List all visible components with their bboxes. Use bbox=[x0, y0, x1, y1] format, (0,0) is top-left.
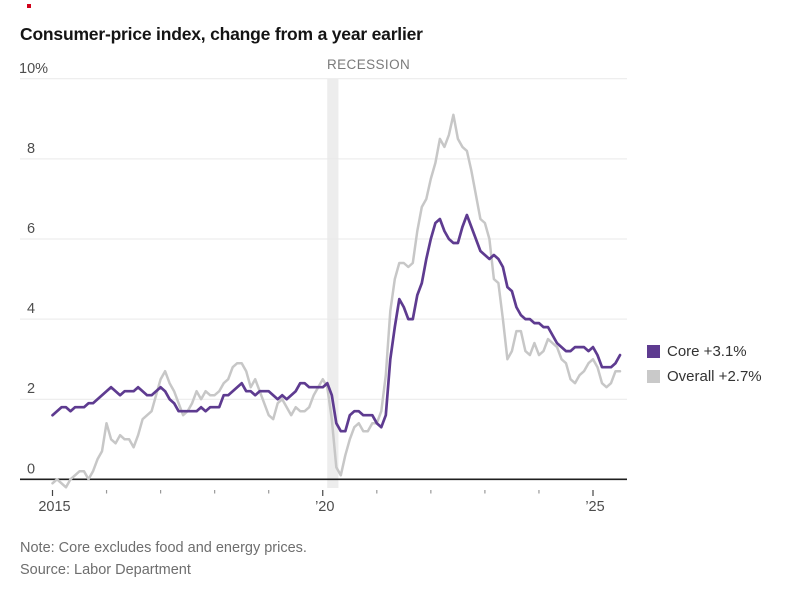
legend: Core +3.1% Overall +2.7% bbox=[647, 339, 762, 389]
legend-label-overall: Overall +2.7% bbox=[667, 368, 762, 385]
y-axis-label: 0 bbox=[27, 461, 35, 477]
chart-footer: Note: Core excludes food and energy pric… bbox=[20, 537, 307, 581]
x-axis-label: 2015 bbox=[38, 499, 70, 515]
chart-source: Source: Labor Department bbox=[20, 562, 191, 578]
overall-series-swatch-icon bbox=[647, 370, 660, 383]
series-core-line bbox=[51, 213, 622, 433]
y-axis-label: 6 bbox=[27, 221, 35, 237]
legend-label-core: Core +3.1% bbox=[667, 343, 747, 360]
y-axis-label: 10% bbox=[19, 61, 48, 77]
y-axis-label: 4 bbox=[27, 301, 35, 317]
recession-label: RECESSION bbox=[327, 57, 411, 72]
chart-note: Note: Core excludes food and energy pric… bbox=[20, 540, 307, 556]
recession-band bbox=[327, 78, 339, 489]
series-overall-line bbox=[51, 113, 622, 489]
x-axis-label: ’25 bbox=[585, 499, 604, 515]
legend-item-core: Core +3.1% bbox=[647, 339, 762, 364]
y-axis-label: 2 bbox=[27, 381, 35, 397]
x-axis-label: ’20 bbox=[315, 499, 334, 515]
chart-title: Consumer-price index, change from a year… bbox=[20, 23, 423, 44]
legend-item-overall: Overall +2.7% bbox=[647, 364, 762, 389]
cpi-line-chart: 0 2 4 6 8 10% 2015 ’20 ’25 bbox=[19, 61, 627, 515]
red-dot-icon bbox=[27, 4, 31, 8]
y-axis-label: 8 bbox=[27, 141, 35, 157]
core-series-swatch-icon bbox=[647, 345, 660, 358]
